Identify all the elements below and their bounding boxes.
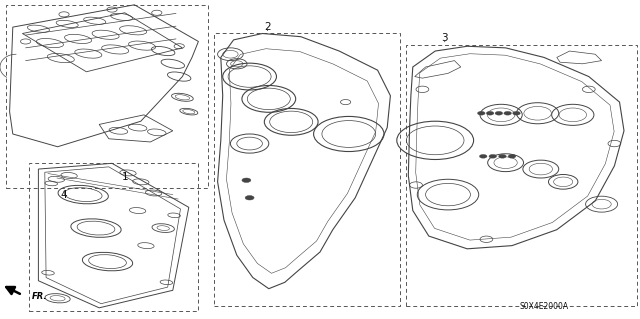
Circle shape [504,111,511,115]
Circle shape [486,111,494,115]
Circle shape [495,111,503,115]
Circle shape [245,196,254,200]
Text: 2: 2 [264,22,271,32]
Text: FR.: FR. [32,292,47,301]
Circle shape [479,154,487,158]
Circle shape [513,111,520,115]
Circle shape [242,178,251,182]
Circle shape [508,154,516,158]
Text: 3: 3 [442,33,448,43]
Circle shape [489,154,497,158]
Circle shape [477,111,485,115]
Circle shape [499,154,506,158]
Bar [29,163,198,311]
Text: 4: 4 [61,189,67,200]
Bar [214,33,400,306]
Bar [406,45,637,306]
Text: S0X4E2000A: S0X4E2000A [520,302,568,311]
Bar [6,5,208,188]
Text: 1: 1 [122,172,128,182]
